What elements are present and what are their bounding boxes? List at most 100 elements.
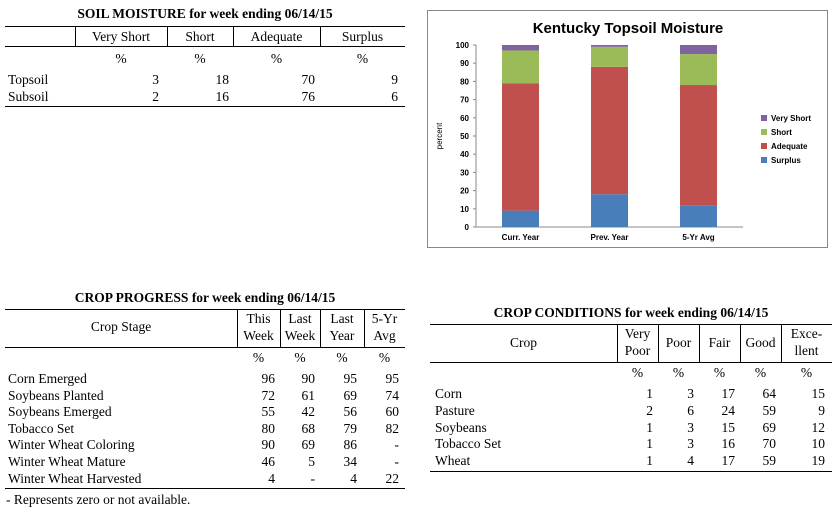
unit-label: % bbox=[800, 365, 813, 380]
divider bbox=[5, 488, 405, 489]
table-cell: 1 bbox=[646, 419, 653, 435]
table-cell: 6 bbox=[391, 89, 398, 104]
divider bbox=[658, 324, 659, 362]
table-cell: 4 bbox=[350, 470, 357, 486]
column-header: llent bbox=[794, 343, 819, 358]
y-tick-label: 50 bbox=[460, 132, 469, 141]
y-tick-label: 0 bbox=[465, 223, 470, 232]
y-tick-label: 10 bbox=[460, 205, 469, 214]
x-tick-label: Curr. Year bbox=[502, 233, 540, 242]
column-header: Last bbox=[330, 311, 354, 326]
crop-conditions-title: CROP CONDITIONS for week ending 06/14/15 bbox=[493, 305, 769, 320]
divider bbox=[430, 324, 832, 325]
chart-bar-segment bbox=[591, 194, 628, 227]
divider bbox=[740, 324, 741, 362]
unit-label: % bbox=[754, 365, 767, 380]
table-cell: - bbox=[394, 437, 400, 453]
table-cell: 9 bbox=[818, 402, 825, 418]
y-tick-label: 40 bbox=[460, 150, 469, 159]
column-header: Year bbox=[329, 328, 355, 343]
table-cell: 82 bbox=[385, 420, 400, 436]
divider bbox=[430, 471, 832, 472]
divider bbox=[699, 324, 700, 362]
divider bbox=[320, 309, 321, 347]
divider bbox=[5, 46, 405, 47]
table-cell: 16 bbox=[721, 436, 736, 452]
column-header: Very Short bbox=[91, 29, 151, 44]
unit-label: % bbox=[356, 51, 369, 66]
chart-bar-segment bbox=[502, 83, 539, 211]
divider bbox=[75, 26, 76, 46]
table-cell: 24 bbox=[721, 402, 736, 418]
legend-label: Very Short bbox=[771, 114, 811, 123]
table-cell: 16 bbox=[215, 89, 230, 104]
table-cell: 90 bbox=[301, 371, 316, 386]
table-cell: 3 bbox=[152, 72, 159, 87]
legend-label: Short bbox=[771, 128, 792, 137]
row-label: Topsoil bbox=[8, 72, 49, 87]
column-header: Adequate bbox=[250, 29, 303, 44]
column-header: Crop Stage bbox=[90, 319, 152, 334]
divider bbox=[5, 26, 405, 27]
table-cell: 17 bbox=[721, 386, 736, 401]
chart-bar-segment bbox=[502, 45, 539, 51]
table-cell: 69 bbox=[301, 437, 316, 453]
column-header: This bbox=[246, 311, 271, 326]
column-header: Exce- bbox=[790, 326, 823, 341]
table-cell: 15 bbox=[811, 386, 826, 401]
divider bbox=[280, 309, 281, 347]
divider bbox=[364, 309, 365, 347]
table-cell: 1 bbox=[646, 453, 653, 469]
table-cell: 76 bbox=[301, 89, 316, 104]
table-cell: - bbox=[310, 470, 316, 486]
table-cell: 60 bbox=[385, 404, 400, 420]
table-cell: 4 bbox=[687, 453, 694, 469]
chart-bar-segment bbox=[680, 205, 717, 227]
table-cell: 96 bbox=[261, 371, 276, 386]
legend-label: Surplus bbox=[771, 156, 801, 165]
table-cell: 15 bbox=[721, 419, 736, 435]
table-cell: 56 bbox=[343, 404, 358, 420]
column-header: Poor bbox=[665, 335, 692, 350]
table-cell: 90 bbox=[261, 437, 276, 453]
row-label: Subsoil bbox=[8, 89, 49, 104]
table-cell: 70 bbox=[301, 72, 316, 87]
column-header: Good bbox=[745, 335, 776, 350]
column-header: Poor bbox=[624, 343, 651, 358]
divider bbox=[320, 26, 321, 46]
unit-label: % bbox=[336, 350, 348, 365]
column-header: Surplus bbox=[341, 29, 384, 44]
table-cell: 95 bbox=[385, 371, 400, 386]
divider bbox=[781, 324, 782, 362]
table-cell: 68 bbox=[301, 420, 316, 436]
unit-label: % bbox=[194, 51, 206, 66]
chart-bar-segment bbox=[680, 45, 717, 55]
y-tick-label: 90 bbox=[460, 59, 469, 68]
divider bbox=[167, 26, 168, 46]
row-label: Soybeans Emerged bbox=[8, 404, 112, 420]
table-cell: 6 bbox=[687, 402, 694, 418]
row-label: Corn Emerged bbox=[8, 371, 87, 386]
legend-swatch bbox=[761, 157, 767, 163]
chart-bar-segment bbox=[591, 46, 628, 67]
row-label: Corn bbox=[435, 386, 462, 401]
y-tick-label: 60 bbox=[460, 114, 469, 123]
legend-swatch bbox=[761, 115, 767, 121]
table-cell: 64 bbox=[762, 386, 777, 401]
legend-label: Adequate bbox=[771, 142, 808, 151]
unit-label: % bbox=[672, 365, 685, 380]
unit-label: % bbox=[294, 350, 306, 365]
table-cell: 86 bbox=[343, 437, 358, 453]
column-header: Avg bbox=[373, 328, 396, 343]
table-cell: 9 bbox=[391, 72, 398, 87]
table-cell: 34 bbox=[343, 454, 358, 469]
table-cell: 70 bbox=[762, 436, 777, 452]
column-header: Last bbox=[288, 311, 312, 326]
chart-bars bbox=[502, 45, 717, 227]
column-header: Week bbox=[284, 328, 316, 343]
chart-title: Kentucky Topsoil Moisture bbox=[533, 20, 724, 37]
column-header: Crop bbox=[510, 335, 537, 350]
table-cell: 80 bbox=[261, 420, 276, 436]
table-cell: 55 bbox=[261, 404, 276, 420]
table-cell: 17 bbox=[721, 453, 736, 469]
